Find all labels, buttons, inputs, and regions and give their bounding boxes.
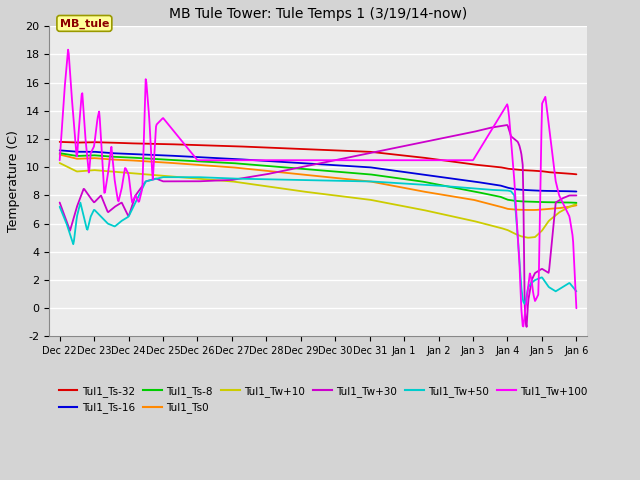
Title: MB Tule Tower: Tule Temps 1 (3/19/14-now): MB Tule Tower: Tule Temps 1 (3/19/14-now… bbox=[169, 7, 467, 21]
Text: MB_tule: MB_tule bbox=[60, 18, 109, 28]
Y-axis label: Temperature (C): Temperature (C) bbox=[7, 131, 20, 232]
Legend: Tul1_Ts-32, Tul1_Ts-16, Tul1_Ts-8, Tul1_Ts0, Tul1_Tw+10, Tul1_Tw+30, Tul1_Tw+50,: Tul1_Ts-32, Tul1_Ts-16, Tul1_Ts-8, Tul1_… bbox=[54, 382, 592, 417]
